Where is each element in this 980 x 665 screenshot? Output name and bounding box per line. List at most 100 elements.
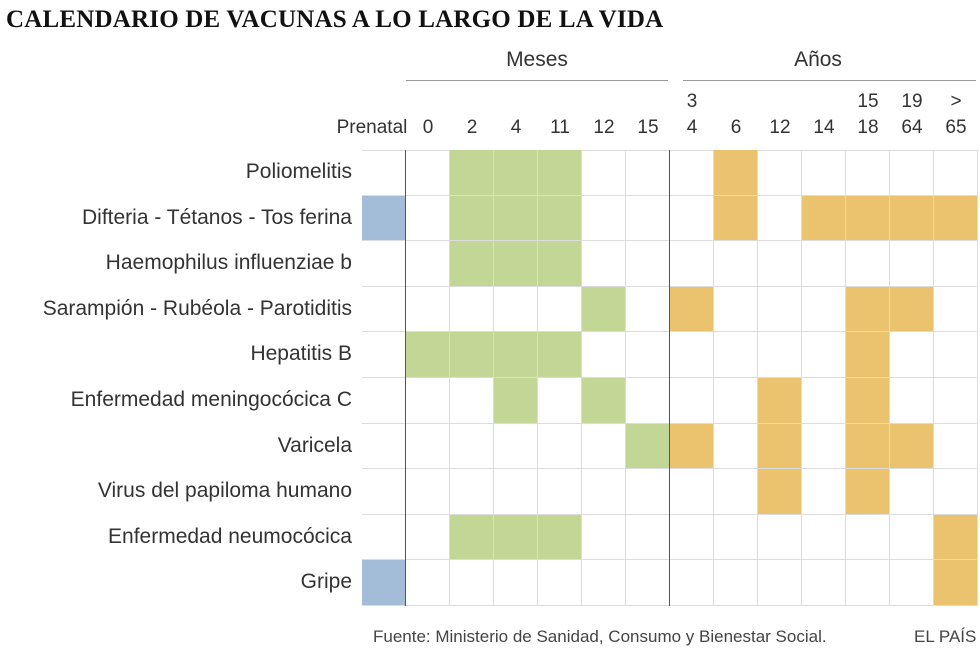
vaccine-dose-cell — [714, 195, 758, 242]
empty-cell — [758, 286, 802, 333]
empty-cell — [802, 286, 846, 333]
empty-cell — [626, 469, 670, 515]
vaccine-dose-cell — [626, 423, 670, 470]
column-tick-label: Prenatal — [336, 117, 408, 138]
empty-cell — [890, 150, 934, 196]
credit-label: EL PAÍS — [914, 627, 977, 646]
empty-cell — [362, 332, 406, 378]
vaccine-dose-cell — [450, 332, 494, 378]
empty-cell — [582, 514, 626, 561]
vaccine-dose-cell — [538, 150, 582, 196]
empty-cell — [802, 423, 846, 470]
vaccine-dose-cell — [802, 195, 846, 242]
vaccine-dose-cell — [494, 195, 538, 242]
column-tick-label: 12 — [769, 117, 791, 138]
row-label: Haemophilus influenziae b — [105, 251, 352, 275]
row-label: Virus del papiloma humano — [97, 479, 352, 503]
group-label-years: Años — [794, 48, 842, 71]
empty-cell — [406, 195, 450, 242]
empty-cell — [934, 286, 978, 333]
divider-years — [669, 150, 670, 606]
vaccine-dose-cell — [494, 378, 538, 424]
empty-cell — [582, 241, 626, 287]
empty-cell — [406, 469, 450, 515]
column-tick-line1: > — [950, 91, 962, 112]
empty-cell — [670, 560, 714, 606]
column-tick-label: 6 — [730, 117, 742, 138]
vaccine-dose-cell — [758, 423, 802, 470]
empty-cell — [670, 514, 714, 561]
empty-cell — [626, 378, 670, 424]
vaccine-dose-cell — [538, 195, 582, 242]
vaccine-dose-cell — [846, 469, 890, 515]
empty-cell — [714, 423, 758, 470]
empty-cell — [670, 378, 714, 424]
empty-cell — [450, 286, 494, 333]
empty-cell — [934, 423, 978, 470]
empty-cell — [406, 378, 450, 424]
empty-cell — [626, 514, 670, 561]
row-label: Difteria - Tétanos - Tos ferina — [81, 205, 352, 229]
empty-cell — [714, 514, 758, 561]
empty-cell — [626, 195, 670, 242]
vaccine-dose-cell — [846, 286, 890, 333]
grid-top-line — [362, 150, 978, 151]
row-label: Gripe — [300, 570, 352, 594]
vaccine-dose-cell — [890, 423, 934, 470]
empty-cell — [582, 560, 626, 606]
empty-cell — [758, 195, 802, 242]
empty-cell — [450, 560, 494, 606]
empty-cell — [890, 378, 934, 424]
empty-cell — [846, 514, 890, 561]
empty-cell — [758, 514, 802, 561]
empty-cell — [538, 423, 582, 470]
row-label: Poliomelitis — [245, 160, 352, 183]
group-rule-years — [683, 80, 976, 81]
empty-cell — [714, 560, 758, 606]
empty-cell — [626, 286, 670, 333]
empty-cell — [582, 332, 626, 378]
column-tick-label: 0 — [422, 117, 434, 138]
empty-cell — [802, 241, 846, 287]
empty-cell — [538, 469, 582, 515]
vaccine-dose-cell — [450, 241, 494, 287]
empty-cell — [890, 332, 934, 378]
empty-cell — [450, 378, 494, 424]
empty-cell — [582, 423, 626, 470]
empty-cell — [670, 469, 714, 515]
empty-cell — [494, 286, 538, 333]
vaccine-dose-cell — [934, 195, 978, 242]
empty-cell — [406, 150, 450, 196]
empty-cell — [582, 150, 626, 196]
empty-cell — [846, 560, 890, 606]
empty-cell — [670, 241, 714, 287]
empty-cell — [890, 514, 934, 561]
vaccine-dose-cell — [362, 560, 406, 606]
empty-cell — [758, 241, 802, 287]
empty-cell — [714, 286, 758, 333]
vaccine-dose-cell — [890, 286, 934, 333]
empty-cell — [450, 423, 494, 470]
empty-cell — [362, 150, 406, 196]
empty-cell — [582, 195, 626, 242]
empty-cell — [846, 150, 890, 196]
group-label-months: Meses — [506, 48, 568, 71]
empty-cell — [714, 378, 758, 424]
empty-cell — [934, 241, 978, 287]
vaccine-dose-cell — [934, 560, 978, 606]
column-tick-label: 14 — [813, 117, 835, 138]
row-label: Sarampión - Rubéola - Parotiditis — [42, 296, 352, 320]
vaccine-dose-cell — [450, 195, 494, 242]
empty-cell — [406, 286, 450, 333]
divider-prenatal — [405, 150, 406, 606]
empty-cell — [406, 241, 450, 287]
column-tick-label: 18 — [857, 117, 879, 138]
empty-cell — [758, 150, 802, 196]
empty-cell — [362, 469, 406, 515]
row-label: Hepatitis B — [250, 342, 352, 366]
vaccine-dose-cell — [890, 195, 934, 242]
empty-cell — [802, 332, 846, 378]
vaccine-dose-cell — [670, 423, 714, 470]
empty-cell — [714, 241, 758, 287]
column-tick-label: 65 — [945, 117, 967, 138]
